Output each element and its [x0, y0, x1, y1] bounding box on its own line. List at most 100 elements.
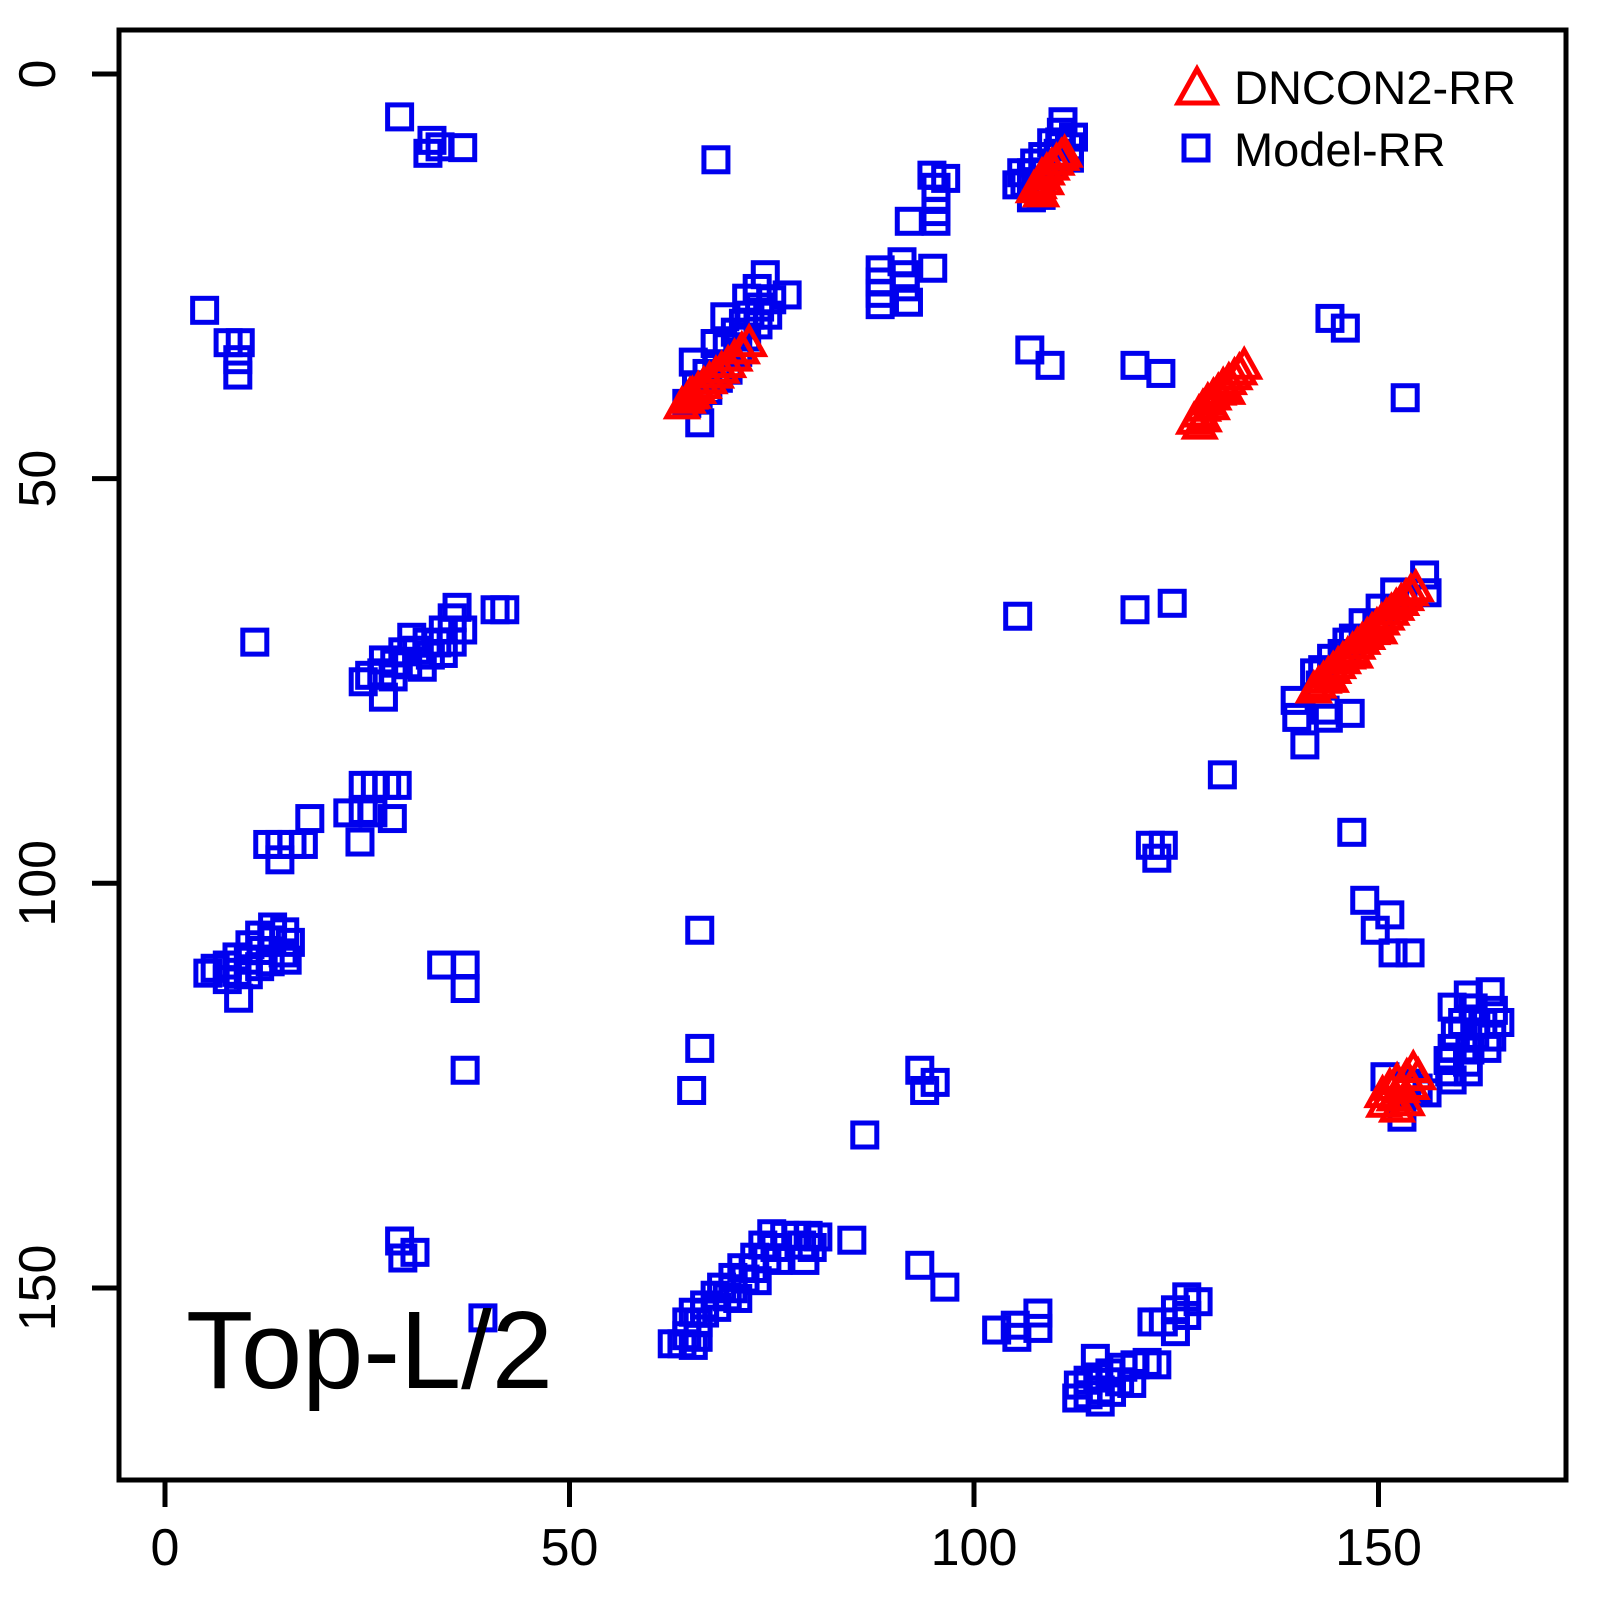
model-rr-point: [1120, 350, 1150, 380]
model-rr-point: [1023, 1313, 1053, 1343]
dncon2-rr-point: [1311, 658, 1351, 693]
model-rr-point: [490, 595, 520, 625]
model-rr-point: [1378, 938, 1408, 968]
model-rr-point: [1290, 730, 1320, 760]
model-rr-point: [223, 360, 253, 390]
dncon2-rr-point: [1014, 168, 1054, 204]
model-rr-point: [918, 253, 948, 283]
dncon2-rr-point: [696, 353, 736, 389]
legend: DNCON2-RR Model-RR: [1168, 56, 1516, 180]
y-tick-label: 150: [9, 1245, 67, 1332]
plot-box: [116, 27, 1569, 1483]
model-rr-point: [272, 945, 302, 975]
x-tick-label: 50: [541, 1519, 599, 1577]
x-tick-label: 150: [1335, 1519, 1422, 1577]
dncon2-rr-point: [1180, 404, 1219, 440]
legend-entry-dncon2: DNCON2-RR: [1168, 56, 1516, 118]
model-rr-point: [1002, 1322, 1032, 1352]
model-rr-point: [345, 827, 375, 857]
model-rr-point: [193, 958, 223, 988]
dncon2-rr-point: [1335, 633, 1375, 669]
model-rr-point: [1395, 938, 1425, 968]
model-rr-point: [893, 287, 923, 317]
dncon2-rr-point: [722, 329, 762, 365]
dncon2-rr-point: [1360, 609, 1399, 645]
model-rr-point: [450, 950, 480, 980]
model-rr-point: [910, 1075, 940, 1105]
model-rr-point: [837, 1225, 867, 1255]
model-rr-point: [1337, 817, 1367, 847]
model-rr-point: [448, 133, 478, 163]
model-rr-point: [1157, 588, 1187, 618]
dncon2-rr-point: [1396, 567, 1435, 603]
model-rr-point: [1330, 313, 1360, 343]
triangle-marker-icon: [1173, 63, 1221, 106]
model-rr-point: [348, 667, 378, 697]
model-rr-point: [1360, 915, 1390, 945]
model-rr-point: [921, 206, 951, 236]
model-rr-point: [224, 983, 254, 1013]
y-tick-label: 50: [9, 450, 67, 508]
model-rr-point: [1440, 1018, 1470, 1048]
model-rr-point: [930, 1272, 960, 1302]
model-rr-point: [388, 1243, 418, 1273]
y-tick-label: 100: [9, 840, 67, 927]
model-rr-point: [685, 1033, 715, 1063]
model-rr-point: [1453, 1057, 1483, 1087]
model-rr-point: [1142, 1350, 1172, 1380]
model-rr-point: [1120, 595, 1150, 625]
series-Model-RR: [190, 102, 1515, 1417]
model-rr-point: [223, 345, 253, 375]
model-rr-point: [450, 974, 480, 1004]
model-rr-point: [772, 280, 802, 310]
model-rr-point: [982, 1315, 1012, 1345]
model-rr-point: [1207, 760, 1237, 790]
model-rr-point: [685, 915, 715, 945]
model-rr-point: [865, 290, 895, 320]
model-rr-point: [1003, 601, 1033, 631]
dncon2-rr-point: [708, 343, 748, 379]
model-rr-point: [225, 328, 255, 358]
dncon2-rr-point: [670, 375, 710, 410]
model-rr-point: [1023, 1298, 1053, 1328]
model-rr-point: [1085, 1387, 1115, 1417]
model-rr-point: [407, 652, 437, 682]
x-tick-label: 100: [931, 1519, 1018, 1577]
dncon2-rr-point: [702, 349, 741, 384]
model-rr-point: [265, 845, 295, 875]
model-rr-point: [1375, 900, 1405, 930]
model-rr-point: [288, 829, 318, 859]
dncon2-rr-point: [1377, 1088, 1417, 1123]
model-rr-point: [850, 1120, 880, 1150]
model-rr-point: [1142, 843, 1172, 873]
model-rr-point: [677, 1075, 707, 1105]
square-marker-icon: [1181, 133, 1211, 163]
model-rr-point: [701, 145, 731, 175]
model-rr-point: [1282, 702, 1312, 732]
model-rr-point: [1335, 698, 1365, 728]
y-tick-label: 0: [9, 60, 67, 89]
model-rr-point: [1015, 335, 1045, 365]
model-rr-point: [358, 798, 388, 828]
legend-entry-model: Model-RR: [1168, 118, 1516, 180]
model-rr-point: [678, 1330, 708, 1360]
legend-label-model: Model-RR: [1234, 122, 1446, 176]
model-rr-point: [382, 770, 412, 800]
model-rr-point: [295, 804, 325, 834]
model-rr-point: [385, 102, 415, 132]
model-rr-point: [1390, 383, 1420, 413]
model-rr-point: [468, 1303, 498, 1333]
model-rr-point: [1117, 1368, 1147, 1398]
dncon2-rr-point: [729, 322, 769, 358]
x-tick-label: 0: [151, 1519, 180, 1577]
model-rr-point: [190, 295, 220, 325]
model-rr-point: [427, 950, 457, 980]
model-rr-point: [1475, 977, 1505, 1007]
model-rr-point: [240, 627, 270, 657]
dncon2-rr-point: [1021, 172, 1061, 208]
model-rr-point: [723, 1283, 753, 1313]
model-rr-point: [790, 1245, 820, 1275]
dncon2-rr-point: [715, 336, 754, 372]
